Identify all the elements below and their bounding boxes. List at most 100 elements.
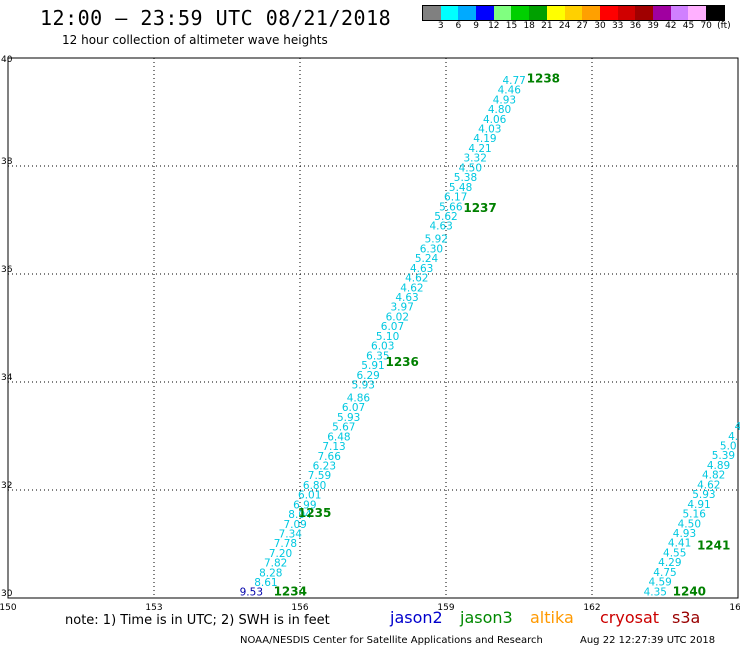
color-swatch-15 [688,6,706,20]
color-scale-label: 39 [647,21,659,31]
color-swatch-0 [423,6,441,20]
wave-height-label: 5.67 [332,422,355,434]
wave-height-label: 4 [735,421,740,433]
wave-height-label: 5.91 [361,360,384,372]
pass-number-label: 1238 [527,71,560,85]
color-scale [422,5,725,21]
wave-height-label: 7.59 [308,470,331,482]
legend-altika: altika [530,608,574,627]
wave-height-label: 6.99 [293,499,316,511]
wave-height-label: 4.82 [702,470,725,482]
wave-height-label: 7.20 [269,548,292,560]
pass-number-label: 1234 [274,584,307,598]
wave-height-label: 5.62 [434,211,457,223]
wave-height-label: 4. [728,431,738,443]
wave-height-label: 7.78 [274,538,297,550]
color-swatch-2 [458,6,477,20]
color-swatch-10 [599,6,618,20]
wave-height-label: 6.07 [381,321,404,333]
color-scale-label: 70 [700,21,712,31]
wave-height-label: 4.86 [347,392,371,404]
wave-height-label: 8.04 [288,509,312,521]
wave-height-label: 4.55 [663,547,686,559]
color-swatch-16 [706,6,724,20]
wave-height-label: 5.48 [449,182,472,194]
wave-height-label: 5.93 [352,379,375,391]
color-swatch-8 [564,6,583,20]
chart-title: 12:00 – 23:59 UTC 08/21/2018 [40,6,392,30]
color-scale-label: 18 [523,21,535,31]
color-scale-label: 42 [665,21,677,31]
wave-height-label: 5.66 [439,201,463,213]
footer-source: NOAA/NESDIS Center for Satellite Applica… [240,635,543,646]
wave-height-label: 4.35 [644,586,667,598]
y-tick-label: 30 [1,589,13,599]
color-scale-label: 3 [437,21,444,31]
wave-height-label: 6.02 [386,311,409,323]
legend-cryosat: cryosat [600,608,660,627]
wave-height-label: 6.17 [444,192,467,204]
wave-height-label: 4.77 [502,75,525,87]
wave-height-label: 6.30 [420,243,443,255]
color-scale-label: 27 [576,21,589,31]
color-scale-label: 9 [473,21,479,31]
color-scale-labels: 3 6 9 12 15 18 21 24 27 30 33 36 39 42 45 70 (ft) [422,21,740,33]
y-tick-label: 38 [1,157,13,167]
wave-height-label: 4.62 [697,479,720,491]
color-swatch-14 [670,6,689,20]
color-scale-label: 21 [541,21,553,31]
wave-height-label: 6.03 [371,341,394,353]
wave-height-label: 6.80 [303,480,326,492]
chart-subtitle: 12 hour collection of altimeter wave hei… [62,33,328,47]
wave-height-label: 4.63 [410,263,433,275]
wave-height-label: 4.91 [687,499,710,511]
wave-height-label: 5.24 [415,253,439,265]
color-swatch-4 [493,6,512,20]
pass-number-label: 1236 [385,355,418,369]
wave-height-label: 5.93 [692,489,715,501]
color-swatch-9 [582,6,600,20]
color-swatch-12 [635,6,653,20]
pass-number-label: 1235 [298,506,331,520]
wave-height-label: 4.50 [459,162,482,174]
legend-jason2: jason2 [390,608,443,627]
wave-height-label: 4.29 [658,557,681,569]
wave-height-label: 4.93 [493,94,516,106]
color-swatch-6 [529,6,547,20]
x-tick-label: 165 [729,603,740,613]
wave-height-label: 4.03 [478,124,501,136]
wave-height-label: 5.16 [683,509,707,521]
wave-height-label: 4.93 [673,528,696,540]
color-scale-label: 45 [682,21,695,31]
color-scale-label: (ft) [717,21,731,31]
y-tick-label: 36 [1,265,13,275]
wave-height-label: 7.13 [322,441,345,453]
x-tick-label: 153 [145,603,162,613]
wave-height-label: 4.19 [473,133,496,145]
color-scale-label: 30 [594,21,606,31]
x-tick-label: 156 [291,603,308,613]
y-tick-label: 40 [1,55,13,65]
wave-height-label: 8.61 [254,577,277,589]
color-scale-label: 36 [629,21,642,31]
wave-height-label: 4.46 [498,85,522,97]
footer-timestamp: Aug 22 12:27:39 UTC 2018 [580,635,716,646]
legend-s3a: s3a [672,608,701,627]
legend-jason3: jason3 [460,608,513,627]
wave-height-label: 6.23 [313,460,336,472]
wave-height-label: 5.92 [425,234,448,246]
wave-height-label: 4.62 [400,282,423,294]
pass-number-label: 1241 [697,538,730,552]
wave-height-label: 4.63 [395,292,418,304]
wave-height-label: 7.09 [283,519,306,531]
color-swatch-3 [476,6,494,20]
wave-height-label: 7.66 [318,451,342,463]
y-tick-label: 32 [1,481,12,491]
color-swatch-11 [617,6,636,20]
note-text: note: 1) Time is in UTC; 2) SWH is in fe… [65,613,330,628]
color-scale-label: 6 [455,21,462,31]
pass-number-label: 1240 [673,584,706,598]
color-swatch-7 [546,6,565,20]
